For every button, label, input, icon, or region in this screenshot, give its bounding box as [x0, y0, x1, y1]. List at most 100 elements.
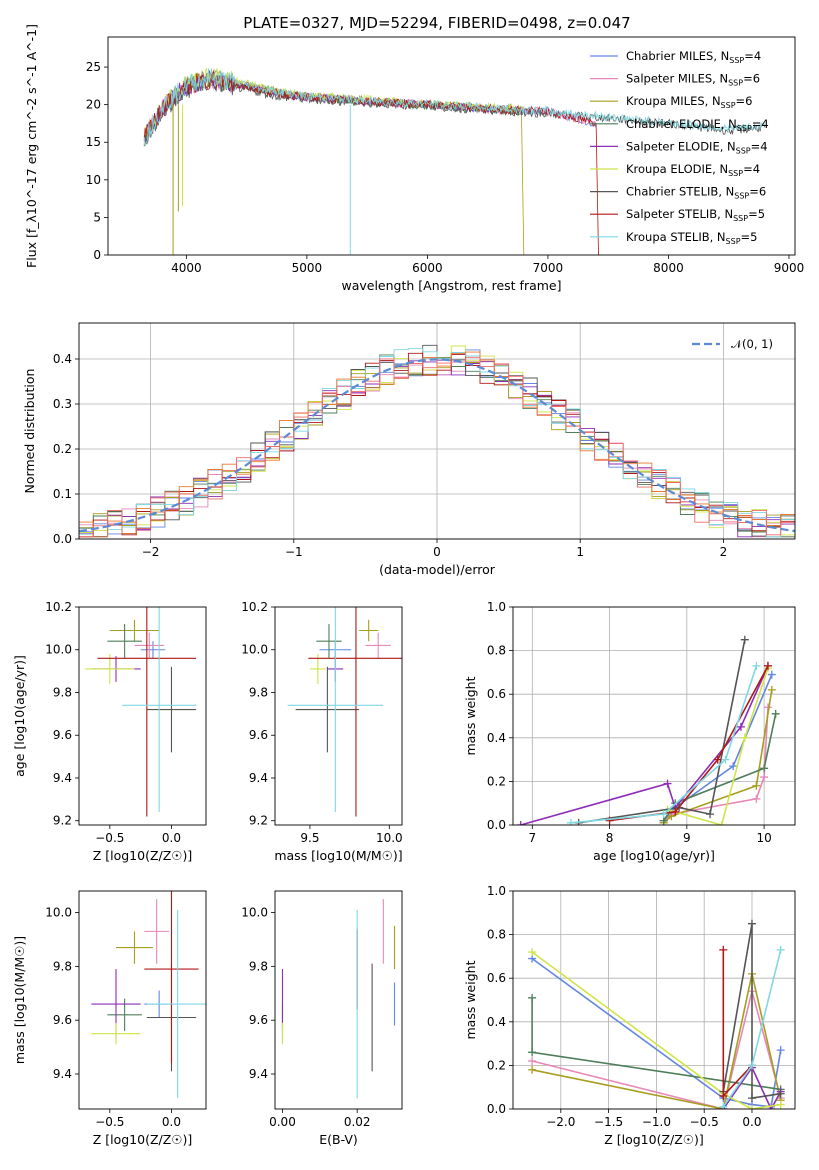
axes-frame [107, 36, 796, 256]
y-tick-label: 9.4 [53, 771, 72, 785]
axes-frame [78, 322, 796, 540]
y-tick-label: 0.3 [53, 397, 72, 411]
plot-area-massweight-vs-Z [528, 919, 785, 1109]
x-tick-label: 0.0 [742, 1115, 761, 1129]
y-tick-label: 0.0 [53, 532, 72, 546]
massweight-marker [771, 709, 780, 718]
x-tick-label: −1.0 [642, 1115, 671, 1129]
normal-reference-curve [79, 358, 795, 533]
massweight-marker [776, 1100, 785, 1109]
residual-histogram [79, 352, 795, 538]
y-tick-label: 0.6 [487, 687, 506, 701]
errorbar-point [359, 619, 379, 642]
legend-entry: Kroupa STELIB, NSSP=5 [626, 230, 757, 246]
massweight-marker [719, 1102, 728, 1109]
errorbar-point [365, 632, 391, 659]
x-tick-label: 0 [433, 545, 441, 559]
x-tick-label: −0.5 [95, 831, 124, 845]
massweight-marker [747, 919, 756, 928]
massweight-marker [721, 755, 730, 764]
x-tick-label: −2 [142, 545, 160, 559]
y-tick-label: 0.4 [53, 352, 72, 366]
massweight-line [722, 923, 781, 1100]
y-tick-label: 9.4 [249, 1067, 268, 1081]
x-tick-label: 9 [683, 831, 691, 845]
panel-spectrum: 4000 5000 6000 7000 8000 9000 0 5 10 15 20 25 wavele… [24, 24, 804, 293]
x-tick-label: 7000 [533, 261, 564, 275]
x-tick-label: −2.0 [546, 1115, 575, 1129]
y-tick-label: 9.6 [53, 1013, 72, 1027]
massweight-marker [752, 781, 761, 790]
legend-entry: Kroupa MILES, NSSP=6 [626, 94, 752, 110]
errorbar-point [107, 624, 142, 659]
massweight-marker [528, 1057, 537, 1066]
y-tick-label: 10.0 [45, 643, 72, 657]
y-axis-label: Normed distribution [22, 369, 37, 494]
y-tick-label: 9.8 [249, 959, 268, 973]
panel-mass-vs-Z: −0.5 0.0 9.4 9.6 9.8 10.0 Z [log10(Z/Z☉)] mass … [12, 890, 207, 1147]
y-tick-label: 0.8 [487, 928, 506, 942]
y-tick-label: 9.8 [249, 685, 268, 699]
y-axis-label: age [log10(age/yr)] [12, 655, 27, 777]
massweight-marker [713, 755, 722, 764]
massweight-marker [736, 722, 745, 731]
massweight-marker [776, 1089, 785, 1098]
errorbar-point [97, 607, 197, 817]
massweight-marker [605, 816, 614, 825]
y-tick-label: 9.2 [249, 814, 268, 828]
x-tick-label: 9000 [774, 261, 805, 275]
massweight-line [531, 991, 782, 1109]
massweight-marker [663, 779, 672, 788]
massweight-line [531, 973, 782, 1109]
x-tick-label: 1 [576, 545, 584, 559]
axes-frame [512, 890, 796, 1110]
y-tick-label: 0.0 [487, 1102, 506, 1116]
massweight-marker [760, 764, 769, 773]
massweight-marker [516, 821, 525, 825]
legend-entry: Salpeter ELODIE, NSSP=4 [626, 139, 768, 155]
massweight-marker [528, 1065, 537, 1074]
errorbar-point [144, 899, 170, 964]
massweight-marker [767, 685, 776, 694]
y-tick-label: 9.6 [53, 728, 72, 742]
spectrum-line-kroupa-stelib [143, 68, 766, 146]
y-tick-label: 0.0 [487, 818, 506, 832]
massweight-line [570, 665, 758, 824]
massweight-marker [717, 821, 726, 825]
y-tick-label: 10.0 [241, 643, 268, 657]
massweight-marker [760, 773, 769, 782]
legend-entry: Kroupa ELODIE, NSSP=4 [626, 162, 760, 178]
massweight-marker [740, 635, 749, 644]
x-axis-label: Z [log10(Z/Z☉)] [604, 1132, 704, 1147]
panel-residuals: −2 −1 0 1 2 0.0 0.1 0.2 0.3 0.4 (data-model)/error… [22, 322, 796, 577]
plot-area-age-vs-Z [85, 607, 197, 817]
errorbar-point [146, 909, 206, 1099]
y-tick-label: 1.0 [487, 600, 506, 614]
x-tick-label: −1.5 [594, 1115, 623, 1129]
x-tick-label: 0.0 [162, 831, 181, 845]
axes-frame [78, 606, 207, 826]
errorbar-point [309, 654, 326, 684]
x-axis-label: mass [log10(M/M☉)] [274, 848, 402, 863]
y-tick-label: 10.0 [45, 906, 72, 920]
massweight-marker [528, 1048, 537, 1057]
y-tick-label: 9.2 [53, 814, 72, 828]
massweight-marker [706, 810, 715, 819]
errorbar-point [295, 666, 360, 753]
x-axis-label: E(B-V) [319, 1132, 358, 1147]
y-tick-label: 10.0 [241, 906, 268, 920]
massweight-marker [528, 993, 537, 1002]
x-tick-label: 10.0 [376, 831, 403, 845]
errorbar-point [140, 641, 166, 659]
plot-area-residuals [79, 344, 795, 538]
massweight-marker [767, 670, 776, 679]
massweight-marker [776, 1046, 785, 1055]
x-tick-label: 8 [606, 831, 614, 845]
y-tick-label: 0.1 [53, 487, 72, 501]
y-tick-label: 9.4 [53, 1067, 72, 1081]
massweight-marker [719, 945, 728, 954]
massweight-marker [776, 945, 785, 954]
legend-entry: Chabrier ELODIE, NSSP=4 [626, 117, 769, 133]
x-tick-label: −0.5 [690, 1115, 719, 1129]
